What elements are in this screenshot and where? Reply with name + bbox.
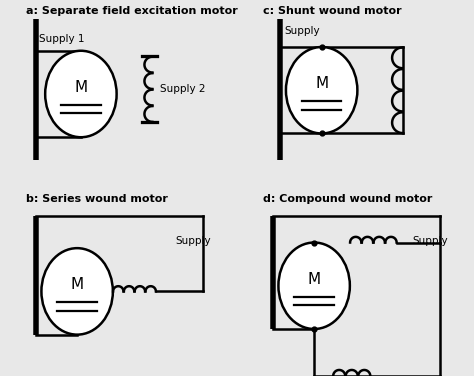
Text: Supply: Supply — [284, 26, 319, 36]
Text: Supply: Supply — [175, 236, 210, 246]
Ellipse shape — [286, 47, 357, 133]
Text: M: M — [71, 277, 84, 293]
Text: Supply: Supply — [412, 236, 447, 246]
Text: Supply 2: Supply 2 — [160, 84, 205, 94]
Text: b: Series wound motor: b: Series wound motor — [27, 194, 168, 204]
Text: M: M — [308, 272, 321, 287]
Text: a: Separate field excitation motor: a: Separate field excitation motor — [27, 6, 238, 16]
Text: c: Shunt wound motor: c: Shunt wound motor — [264, 6, 402, 16]
Ellipse shape — [45, 51, 117, 137]
Ellipse shape — [278, 243, 350, 329]
Text: M: M — [74, 80, 88, 95]
Ellipse shape — [41, 248, 113, 335]
Text: d: Compound wound motor: d: Compound wound motor — [264, 194, 433, 204]
Text: Supply 1: Supply 1 — [38, 34, 84, 44]
Text: M: M — [315, 76, 328, 91]
